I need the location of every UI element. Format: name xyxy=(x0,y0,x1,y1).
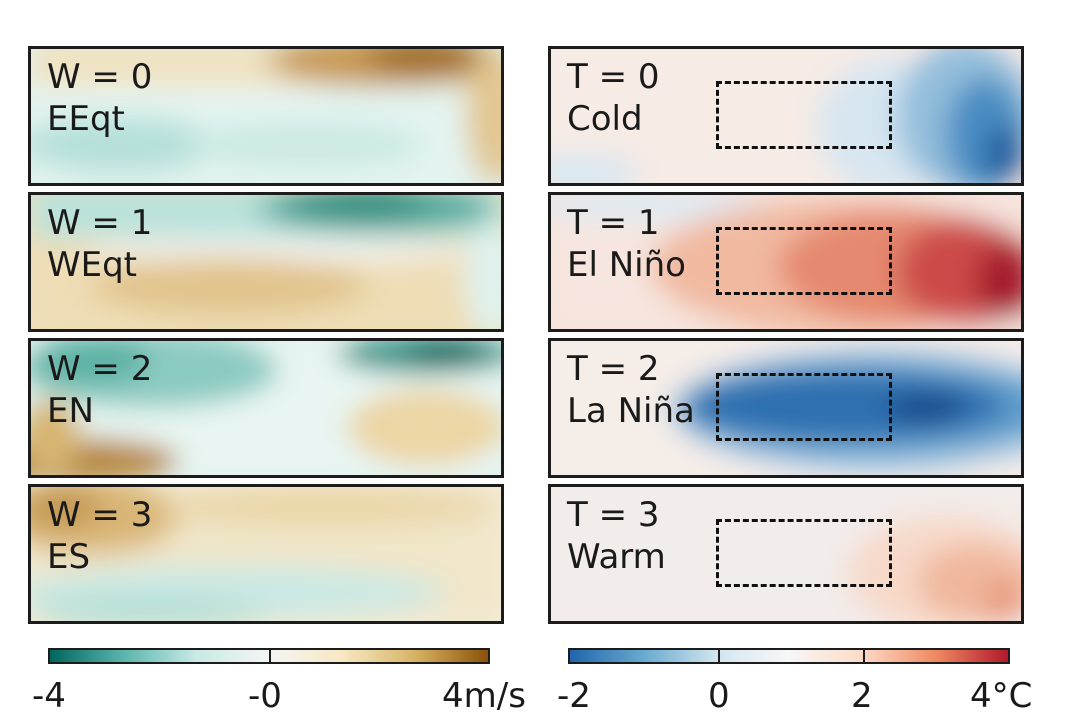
temp-colorbar-tick xyxy=(718,648,720,664)
temp-panel-1-name: El Niño xyxy=(567,245,686,285)
temp-panel-2: T = 2 La Niña xyxy=(548,338,1024,478)
temp-panel-0: T = 0 Cold xyxy=(548,46,1024,186)
nino-region-box xyxy=(716,519,892,587)
wind-panel-3-name: ES xyxy=(47,537,91,577)
wind-tick-label-min: -4 xyxy=(32,676,66,716)
wind-panel-2-code: W = 2 xyxy=(47,349,153,389)
wind-panel-3: W = 3 ES xyxy=(28,484,504,624)
wind-panel-2-name: EN xyxy=(47,391,94,431)
nino-region-box xyxy=(716,373,892,441)
temp-panel-3-code: T = 3 xyxy=(567,495,660,535)
temp-tick-label-max: 4°C xyxy=(970,676,1033,716)
wind-field-1 xyxy=(31,195,501,329)
wind-panel-2: W = 2 EN xyxy=(28,338,504,478)
temp-colorbar-tick xyxy=(863,648,865,664)
wind-tick-label-max: 4m/s xyxy=(442,676,526,716)
wind-colorbar-tick xyxy=(269,648,271,664)
wind-field-0 xyxy=(31,49,501,183)
temp-field-0 xyxy=(551,49,1021,183)
temp-field-2 xyxy=(551,341,1021,475)
temp-tick-label-min: -2 xyxy=(557,676,591,716)
temperature-colorbar xyxy=(568,648,1010,664)
wind-panel-0-name: EEqt xyxy=(47,99,125,139)
temp-panel-2-code: T = 2 xyxy=(567,349,660,389)
wind-panel-0: W = 0 EEqt xyxy=(28,46,504,186)
wind-panel-3-code: W = 3 xyxy=(47,495,153,535)
wind-colorbar xyxy=(48,648,490,664)
temp-panel-1: T = 1 El Niño xyxy=(548,192,1024,332)
wind-panel-1-name: WEqt xyxy=(47,245,138,285)
wind-field-3 xyxy=(31,487,501,621)
wind-panel-0-code: W = 0 xyxy=(47,57,153,97)
temp-panel-1-code: T = 1 xyxy=(567,203,660,243)
temp-panel-3: T = 3 Warm xyxy=(548,484,1024,624)
wind-field-2 xyxy=(31,341,501,475)
temp-tick-label-two: 2 xyxy=(851,676,873,716)
wind-panel-1: W = 1 WEqt xyxy=(28,192,504,332)
wind-panel-1-code: W = 1 xyxy=(47,203,153,243)
temp-field-1 xyxy=(551,195,1021,329)
temp-panel-0-name: Cold xyxy=(567,99,643,139)
nino-region-box xyxy=(716,81,892,149)
temp-panel-2-name: La Niña xyxy=(567,391,695,431)
temp-tick-label-zero: 0 xyxy=(708,676,730,716)
wind-tick-label-mid: -0 xyxy=(248,676,282,716)
temp-panel-0-code: T = 0 xyxy=(567,57,660,97)
nino-region-box xyxy=(716,227,892,295)
temp-panel-3-name: Warm xyxy=(567,537,666,577)
